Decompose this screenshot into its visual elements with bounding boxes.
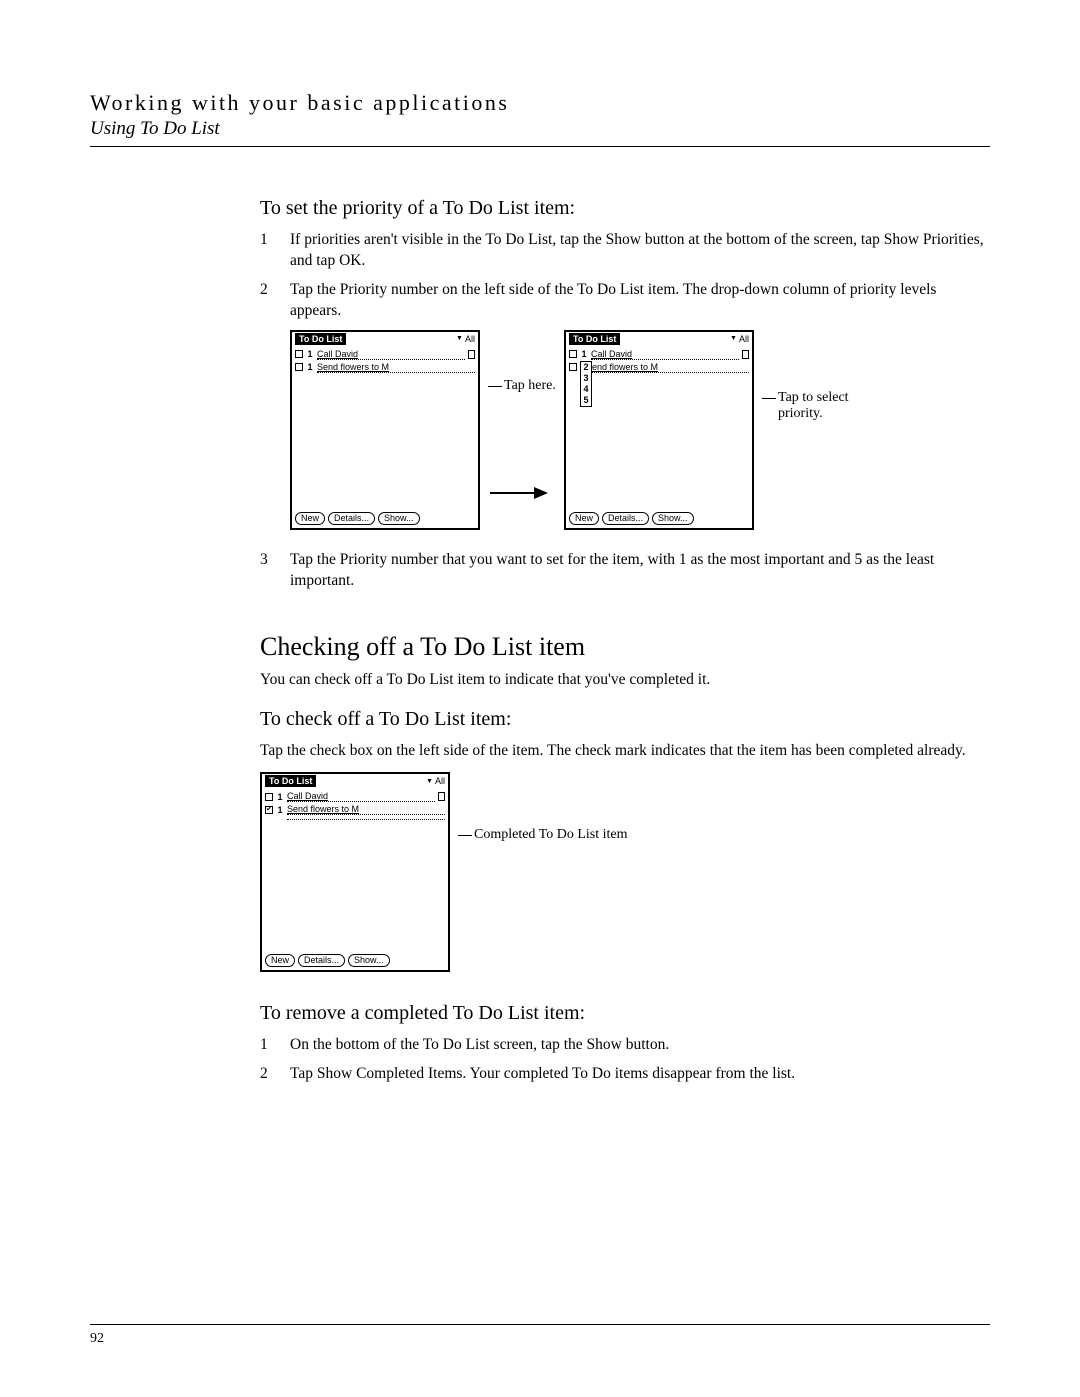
note-icon[interactable] <box>468 350 475 359</box>
checkbox-checked-icon[interactable]: ✔ <box>265 806 273 814</box>
step-text: Tap the Priority number that you want to… <box>290 550 990 592</box>
palm-title: To Do List <box>295 333 346 345</box>
item-label[interactable]: Call David <box>591 349 739 360</box>
step-number: 1 <box>260 230 290 272</box>
section-title: Using To Do List <box>90 118 990 140</box>
step-number: 2 <box>260 1064 290 1085</box>
dropdown-option[interactable]: 4 <box>581 384 591 395</box>
palm-title: To Do List <box>569 333 620 345</box>
note-icon[interactable] <box>742 350 749 359</box>
priority-number[interactable]: 1 <box>306 362 314 372</box>
heading-set-priority: To set the priority of a To Do List item… <box>260 197 990 220</box>
callout-tap-select: Tap to select priority. <box>762 390 862 422</box>
todo-item[interactable]: ✔ 1 Send flowers to M <box>265 803 445 816</box>
heading-check-off: To check off a To Do List item: <box>260 708 990 731</box>
step-text: Tap the Priority number on the left side… <box>290 280 990 322</box>
item-label[interactable]: Send flowers to M <box>287 804 445 815</box>
step-number: 2 <box>260 280 290 322</box>
filter-all[interactable]: All <box>456 334 475 344</box>
details-button[interactable]: Details... <box>602 512 649 525</box>
priority-number[interactable]: 1 <box>276 792 284 802</box>
palm-title: To Do List <box>265 775 316 787</box>
filter-all[interactable]: All <box>426 776 445 786</box>
page-header: Working with your basic applications Usi… <box>90 90 990 147</box>
callout-tap-here: Tap here. <box>488 378 556 394</box>
step-row: 2 Tap Show Completed Items. Your complet… <box>260 1064 990 1085</box>
show-button[interactable]: Show... <box>378 512 420 525</box>
item-label[interactable]: Call David <box>287 791 435 802</box>
step-row: 1 On the bottom of the To Do List screen… <box>260 1035 990 1056</box>
page-number: 92 <box>90 1331 104 1346</box>
new-button[interactable]: New <box>295 512 325 525</box>
step-text: If priorities aren't visible in the To D… <box>290 230 990 272</box>
page-footer: 92 <box>90 1324 990 1347</box>
chapter-title: Working with your basic applications <box>90 90 990 116</box>
heading-remove-completed: To remove a completed To Do List item: <box>260 1002 990 1025</box>
arrow-icon <box>488 484 548 502</box>
palm-screen-after: To Do List All 1 Call David 1 end flower… <box>564 330 754 530</box>
note-icon[interactable] <box>438 792 445 801</box>
paragraph: You can check off a To Do List item to i… <box>260 670 990 691</box>
step-row: 2 Tap the Priority number on the left si… <box>260 280 990 322</box>
show-button[interactable]: Show... <box>652 512 694 525</box>
checkbox-icon[interactable] <box>569 350 577 358</box>
todo-item[interactable]: 1 Call David <box>265 790 445 803</box>
details-button[interactable]: Details... <box>328 512 375 525</box>
todo-item[interactable]: 1 Send flowers to M <box>295 361 475 374</box>
item-label[interactable]: Call David <box>317 349 465 360</box>
paragraph: Tap the check box on the left side of th… <box>260 741 990 762</box>
show-button[interactable]: Show... <box>348 954 390 967</box>
step-text: Tap Show Completed Items. Your completed… <box>290 1064 990 1085</box>
new-button[interactable]: New <box>265 954 295 967</box>
todo-item[interactable]: 1 end flowers to M <box>569 361 749 374</box>
item-label[interactable]: end flowers to M <box>592 362 749 373</box>
new-button[interactable]: New <box>569 512 599 525</box>
details-button[interactable]: Details... <box>298 954 345 967</box>
todo-item[interactable]: 1 Call David <box>569 348 749 361</box>
priority-dropdown[interactable]: 2 3 4 5 <box>580 361 592 407</box>
dropdown-option[interactable]: 5 <box>581 395 591 406</box>
checkbox-icon[interactable] <box>295 350 303 358</box>
todo-item[interactable]: 1 Call David <box>295 348 475 361</box>
palm-screen-checked: To Do List All 1 Call David ✔ 1 Send flo… <box>260 772 450 972</box>
step-number: 1 <box>260 1035 290 1056</box>
heading-checking-off: Checking off a To Do List item <box>260 632 990 662</box>
checkbox-icon[interactable] <box>265 793 273 801</box>
callout-completed: Completed To Do List item <box>458 827 658 843</box>
step-text: On the bottom of the To Do List screen, … <box>290 1035 990 1056</box>
step-row: 3 Tap the Priority number that you want … <box>260 550 990 592</box>
checkbox-icon[interactable] <box>295 363 303 371</box>
step-row: 1 If priorities aren't visible in the To… <box>260 230 990 272</box>
dropdown-option[interactable]: 3 <box>581 373 591 384</box>
priority-number[interactable]: 1 <box>306 349 314 359</box>
figure-checkoff: To Do List All 1 Call David ✔ 1 Send flo… <box>260 772 990 972</box>
priority-number[interactable]: 1 <box>276 805 284 815</box>
item-label[interactable]: Send flowers to M <box>317 362 475 373</box>
palm-screen-before: To Do List All 1 Call David 1 Send flowe… <box>290 330 480 530</box>
step-number: 3 <box>260 550 290 592</box>
dropdown-option[interactable]: 2 <box>581 362 591 373</box>
checkbox-icon[interactable] <box>569 363 577 371</box>
priority-number[interactable]: 1 <box>580 349 588 359</box>
figure-priority: To Do List All 1 Call David 1 Send flowe… <box>290 330 990 530</box>
filter-all[interactable]: All <box>730 334 749 344</box>
